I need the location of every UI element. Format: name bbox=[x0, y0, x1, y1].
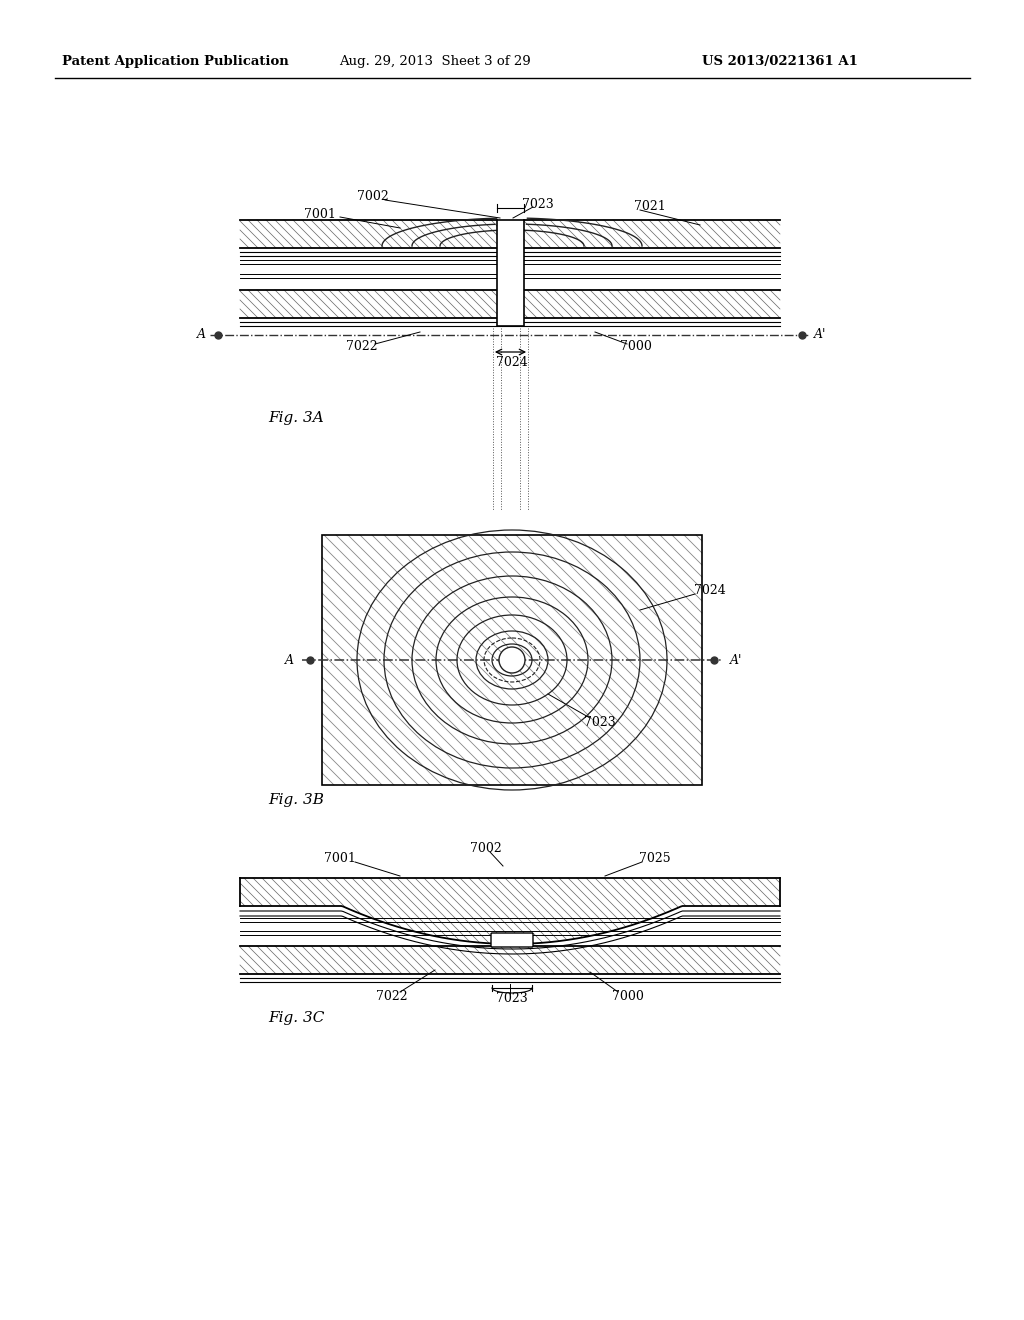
Text: A': A' bbox=[814, 329, 826, 342]
Text: 7023: 7023 bbox=[584, 715, 615, 729]
Text: Patent Application Publication: Patent Application Publication bbox=[61, 55, 289, 69]
Circle shape bbox=[499, 647, 525, 673]
Text: 7024: 7024 bbox=[694, 583, 726, 597]
Text: Fig. 3C: Fig. 3C bbox=[268, 1011, 325, 1026]
Text: 7000: 7000 bbox=[621, 341, 652, 354]
Text: 7022: 7022 bbox=[376, 990, 408, 1002]
Text: A': A' bbox=[730, 653, 742, 667]
Text: 7022: 7022 bbox=[346, 341, 378, 354]
Text: 7000: 7000 bbox=[612, 990, 644, 1002]
Text: Fig. 3B: Fig. 3B bbox=[268, 793, 324, 807]
Text: A: A bbox=[285, 653, 294, 667]
Text: 7002: 7002 bbox=[357, 190, 389, 203]
Text: Aug. 29, 2013  Sheet 3 of 29: Aug. 29, 2013 Sheet 3 of 29 bbox=[339, 55, 530, 69]
Text: US 2013/0221361 A1: US 2013/0221361 A1 bbox=[702, 55, 858, 69]
Text: 7001: 7001 bbox=[324, 851, 356, 865]
Text: 7002: 7002 bbox=[470, 842, 502, 854]
FancyBboxPatch shape bbox=[490, 933, 534, 946]
Text: 7021: 7021 bbox=[634, 201, 666, 214]
Text: 7025: 7025 bbox=[639, 851, 671, 865]
Text: Fig. 3A: Fig. 3A bbox=[268, 411, 324, 425]
Text: 7001: 7001 bbox=[304, 209, 336, 222]
Text: 7023: 7023 bbox=[522, 198, 554, 211]
Text: 7023: 7023 bbox=[496, 991, 528, 1005]
Polygon shape bbox=[240, 878, 780, 944]
Text: A: A bbox=[197, 329, 206, 342]
Text: 7024: 7024 bbox=[496, 355, 528, 368]
Bar bbox=[497, 220, 524, 326]
Bar bbox=[322, 535, 702, 785]
